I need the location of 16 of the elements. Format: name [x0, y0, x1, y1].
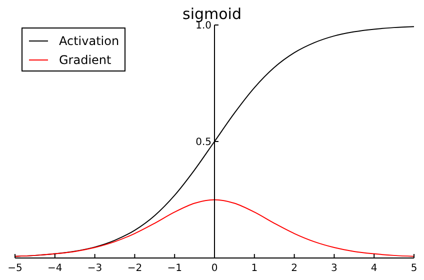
legend-label: Gradient: [59, 53, 112, 67]
x-tick-label: −2: [127, 263, 142, 274]
x-tick-label: 4: [370, 263, 378, 274]
y-tick-label: 1.0: [196, 20, 212, 32]
x-tick-label: −4: [48, 263, 62, 274]
legend-label: Activation: [59, 34, 120, 48]
x-tick-label: −5: [8, 263, 22, 274]
x-tick-label: 2: [291, 263, 298, 274]
y-tick-label: 0.5: [196, 137, 212, 148]
x-tick-label: 0: [211, 263, 218, 274]
x-tick-label: −1: [167, 263, 182, 274]
x-tick-label: 1: [251, 263, 258, 274]
x-tick-label: 5: [410, 263, 418, 274]
x-tick-label: −3: [87, 263, 102, 274]
x-tick-label: 3: [331, 263, 338, 274]
chart-title: sigmoid: [182, 5, 242, 23]
